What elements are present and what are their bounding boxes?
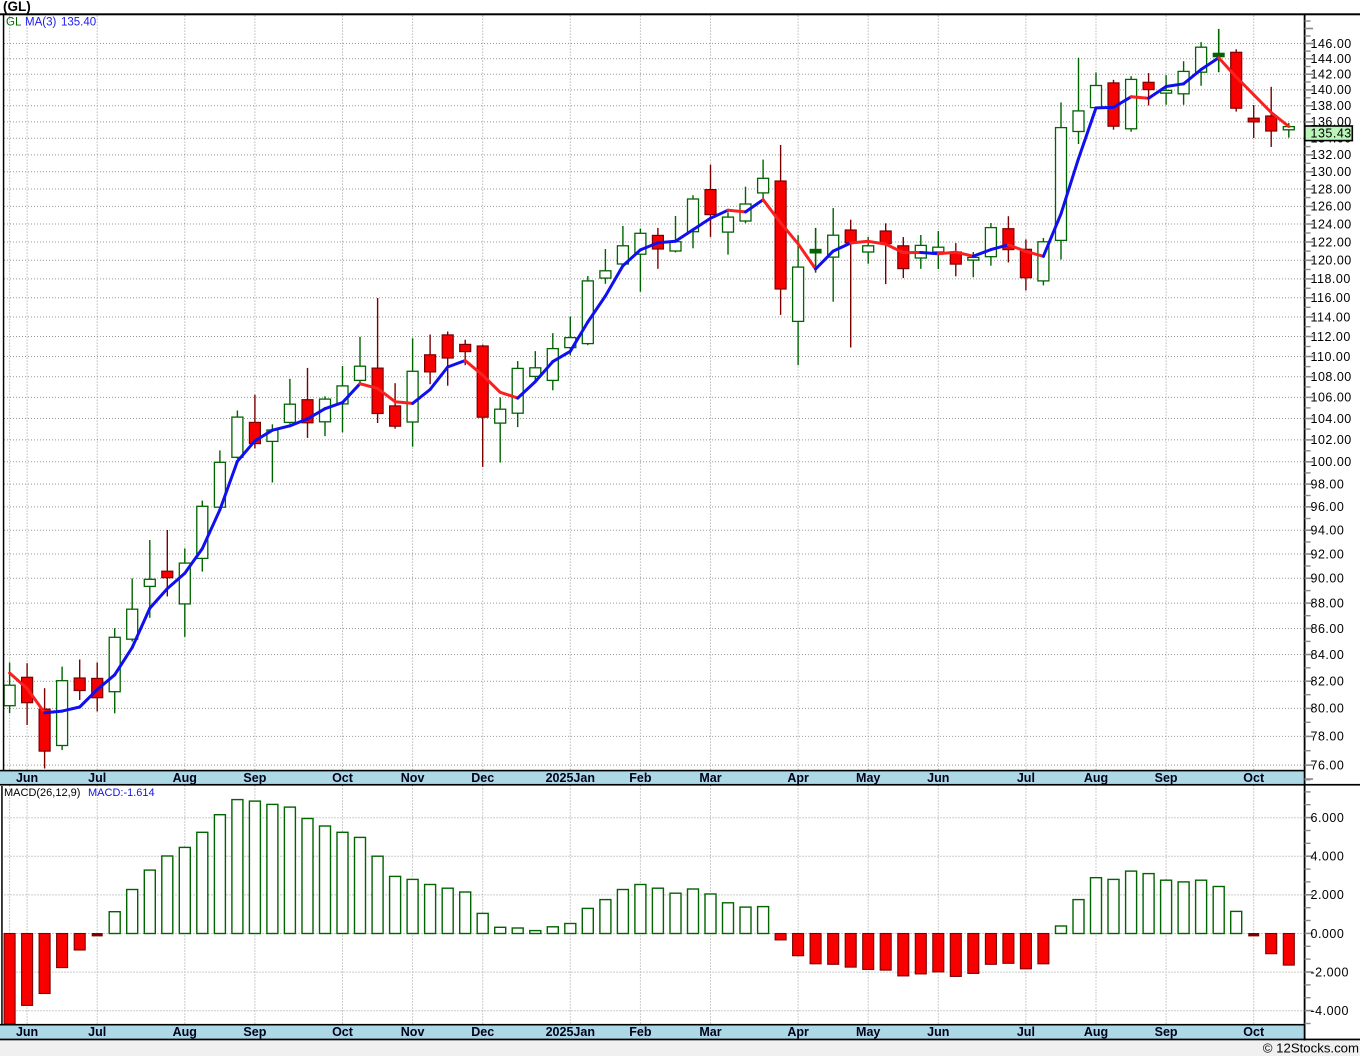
svg-text:94.00: 94.00 [1311,524,1345,538]
svg-text:Aug: Aug [1084,1025,1108,1039]
svg-text:Jul: Jul [88,771,106,785]
svg-text:114.00: 114.00 [1311,310,1351,324]
svg-text:Jul: Jul [1017,771,1035,785]
svg-text:4.000: 4.000 [1311,850,1345,864]
svg-text:128.00: 128.00 [1311,182,1352,196]
svg-text:108.00: 108.00 [1311,370,1352,384]
svg-text:Sep: Sep [243,771,266,785]
svg-text:MACD:-1.614: MACD:-1.614 [88,787,155,799]
svg-text:Feb: Feb [629,771,652,785]
svg-text:GL: GL [6,17,22,29]
svg-text:2025Jan: 2025Jan [546,1025,595,1039]
svg-text:Oct: Oct [332,1025,354,1039]
svg-text:90.00: 90.00 [1311,572,1345,586]
svg-text:May: May [856,771,880,785]
svg-text:146.00: 146.00 [1311,37,1352,51]
svg-text:© 12Stocks.com: © 12Stocks.com [1263,1040,1359,1055]
svg-text:144.00: 144.00 [1311,52,1352,66]
svg-text:106.00: 106.00 [1311,391,1352,405]
svg-text:Jul: Jul [88,1025,106,1039]
svg-text:Oct: Oct [1243,1025,1265,1039]
svg-text:78.00: 78.00 [1311,730,1345,744]
svg-text:Apr: Apr [787,771,809,785]
svg-text:Sep: Sep [243,1025,266,1039]
svg-text:100.00: 100.00 [1311,455,1352,469]
svg-text:Aug: Aug [173,1025,197,1039]
svg-text:120.00: 120.00 [1311,254,1352,268]
svg-text:Oct: Oct [332,771,354,785]
svg-text:Nov: Nov [401,771,425,785]
svg-text:Nov: Nov [401,1025,425,1039]
svg-text:-2.000: -2.000 [1311,965,1349,979]
svg-text:Sep: Sep [1155,1025,1178,1039]
svg-text:Apr: Apr [787,1025,809,1039]
svg-text:Jun: Jun [927,771,949,785]
svg-text:88.00: 88.00 [1311,596,1345,610]
svg-text:92.00: 92.00 [1311,547,1345,561]
svg-text:Feb: Feb [629,1025,652,1039]
svg-text:Dec: Dec [471,1025,494,1039]
svg-text:Mar: Mar [699,1025,721,1039]
svg-text:124.00: 124.00 [1311,217,1352,231]
svg-text:Jun: Jun [16,771,38,785]
svg-text:135.40: 135.40 [61,17,96,29]
svg-text:82.00: 82.00 [1311,675,1345,689]
svg-text:112.00: 112.00 [1311,330,1351,344]
svg-text:138.00: 138.00 [1311,99,1352,113]
svg-text:Jun: Jun [927,1025,949,1039]
svg-text:140.00: 140.00 [1311,83,1352,97]
svg-text:96.00: 96.00 [1311,500,1345,514]
svg-text:6.000: 6.000 [1311,811,1345,825]
svg-text:142.00: 142.00 [1311,68,1352,82]
svg-text:130.00: 130.00 [1311,165,1352,179]
svg-text:Mar: Mar [699,771,721,785]
svg-text:118.00: 118.00 [1311,272,1351,286]
svg-text:MACD(26,12,9): MACD(26,12,9) [4,787,80,799]
svg-text:122.00: 122.00 [1311,235,1352,249]
svg-text:104.00: 104.00 [1311,412,1352,426]
svg-text:116.00: 116.00 [1311,291,1351,305]
svg-text:May: May [856,1025,880,1039]
svg-text:80.00: 80.00 [1311,702,1345,716]
svg-text:98.00: 98.00 [1311,477,1345,491]
svg-text:Oct: Oct [1243,771,1265,785]
svg-text:126.00: 126.00 [1311,200,1352,214]
svg-text:76.00: 76.00 [1311,758,1345,772]
svg-text:135.43: 135.43 [1311,127,1352,141]
svg-text:Sep: Sep [1155,771,1178,785]
svg-text:(GL): (GL) [3,0,31,14]
svg-text:86.00: 86.00 [1311,622,1345,636]
svg-text:110.00: 110.00 [1311,350,1351,364]
svg-text:2025Jan: 2025Jan [546,771,595,785]
svg-text:MA(3): MA(3) [25,17,56,29]
svg-text:102.00: 102.00 [1311,433,1352,447]
svg-text:0.000: 0.000 [1311,927,1345,941]
svg-text:Jul: Jul [1017,1025,1035,1039]
svg-text:2.000: 2.000 [1311,888,1345,902]
svg-text:-4.000: -4.000 [1311,1004,1349,1018]
svg-text:Jun: Jun [16,1025,38,1039]
svg-text:Aug: Aug [1084,771,1108,785]
svg-text:132.00: 132.00 [1311,148,1352,162]
svg-text:84.00: 84.00 [1311,648,1345,662]
svg-text:Aug: Aug [173,771,197,785]
svg-text:Dec: Dec [471,771,494,785]
